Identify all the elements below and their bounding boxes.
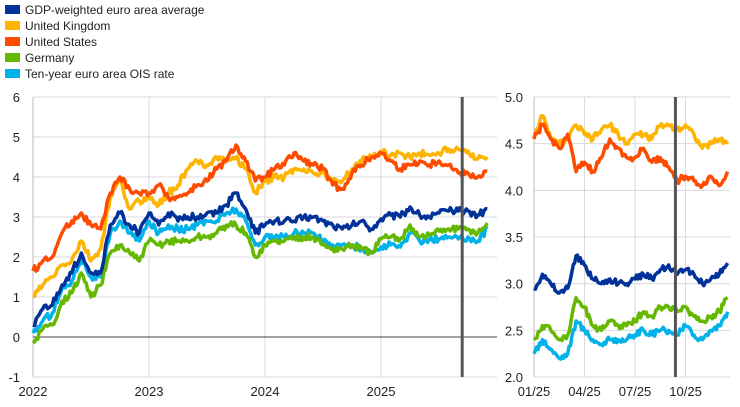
series-line-germany bbox=[532, 295, 729, 343]
y-tick-label: 3 bbox=[13, 210, 20, 225]
legend-swatch bbox=[5, 21, 20, 30]
y-tick-label: 2.0 bbox=[505, 370, 523, 385]
y-tick-label: 3.5 bbox=[505, 230, 523, 245]
legend-swatch bbox=[5, 69, 20, 78]
legend-label: United Kingdom bbox=[25, 19, 110, 33]
y-tick-label: 3.0 bbox=[505, 277, 523, 292]
x-tick-label: 04/25 bbox=[568, 384, 601, 399]
y-tick-label: 0 bbox=[13, 330, 20, 345]
y-tick-label: 2 bbox=[13, 250, 20, 265]
series-line-gdp-weighted-euro-area-average bbox=[32, 191, 488, 328]
series-line-united-states bbox=[532, 122, 730, 190]
series-line-united-kingdom bbox=[32, 145, 489, 299]
x-tick-label: 01/25 bbox=[518, 384, 551, 399]
legend-swatch bbox=[5, 37, 20, 46]
y-tick-label: 6 bbox=[13, 90, 20, 105]
series-line-germany bbox=[31, 220, 489, 345]
legend-swatch bbox=[5, 5, 20, 14]
x-tick-label: 10/25 bbox=[669, 384, 702, 399]
x-tick-label: 2024 bbox=[251, 384, 280, 399]
legend-label: GDP-weighted euro area average bbox=[25, 3, 205, 17]
y-tick-label: 4.5 bbox=[505, 137, 523, 152]
legend-swatch bbox=[5, 53, 20, 62]
legend-label: United States bbox=[25, 35, 97, 49]
y-tick-label: 4.0 bbox=[505, 183, 523, 198]
x-tick-label: 2022 bbox=[19, 384, 48, 399]
x-tick-label: 2025 bbox=[367, 384, 396, 399]
x-tick-label: 2023 bbox=[135, 384, 164, 399]
y-tick-label: 4 bbox=[13, 170, 20, 185]
y-tick-label: 5 bbox=[13, 130, 20, 145]
series-line-ten-year-euro-area-ois-rate bbox=[532, 311, 730, 361]
y-tick-label: -1 bbox=[8, 370, 20, 385]
legend-label: Ten-year euro area OIS rate bbox=[25, 67, 175, 81]
right-panel: 5.0 4.5 4.0 3.5 3.0 2.5 2.001/25 04/25 07/25 10/2… bbox=[505, 90, 730, 399]
legend-label: Germany bbox=[25, 51, 74, 65]
series-line-united-kingdom bbox=[532, 113, 730, 151]
y-tick-label: 1 bbox=[13, 290, 20, 305]
series-line-ten-year-euro-area-ois-rate bbox=[31, 206, 489, 334]
series-line-gdp-weighted-euro-area-average bbox=[533, 253, 730, 295]
y-tick-label: 2.5 bbox=[505, 323, 523, 338]
legend: GDP-weighted euro area average United Kin… bbox=[5, 3, 205, 81]
y-tick-label: 5.0 bbox=[505, 90, 523, 105]
series-line-united-states bbox=[31, 143, 488, 273]
x-tick-label: 07/25 bbox=[619, 384, 652, 399]
